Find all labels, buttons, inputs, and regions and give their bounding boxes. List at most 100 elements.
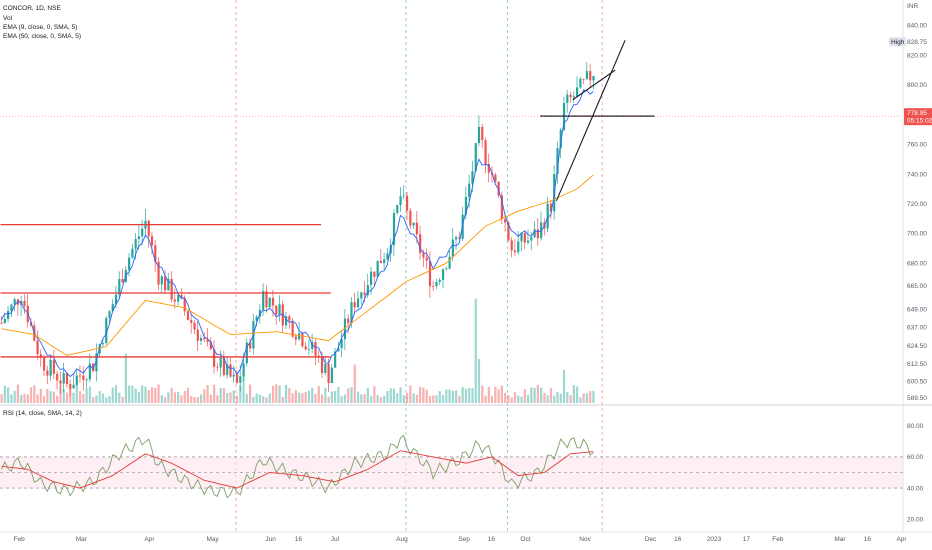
candle-body <box>579 78 582 88</box>
candle-body <box>284 316 288 326</box>
volume-bar <box>281 396 284 403</box>
volume-bar <box>576 386 579 403</box>
candle-body <box>219 357 222 368</box>
price-tick-label: 649.00 <box>907 307 927 314</box>
candle-body <box>373 271 376 277</box>
volume-bar <box>131 385 134 403</box>
volume-bar <box>26 394 29 403</box>
volume-bar <box>435 395 438 403</box>
candle-body <box>298 333 301 340</box>
candle-body <box>484 140 487 164</box>
volume-bar <box>249 384 252 403</box>
candle-body <box>216 366 219 368</box>
volume-bar <box>294 390 297 403</box>
candle-body <box>186 311 190 320</box>
volume-bar <box>78 391 82 403</box>
price-tag-countdown: 05:15:02 <box>907 118 932 125</box>
volume-bar <box>304 392 307 403</box>
volume-bar <box>412 393 415 403</box>
volume-bar <box>95 395 98 403</box>
volume-bar <box>334 390 337 403</box>
volume-bar <box>275 384 278 403</box>
candle-body <box>530 237 533 241</box>
volume-bar <box>137 392 141 403</box>
candle-body <box>405 195 409 211</box>
candle-body <box>52 359 56 374</box>
volume-bar <box>350 387 353 403</box>
candle-body <box>458 237 461 239</box>
volume-bar <box>59 384 62 403</box>
candle-body <box>507 222 510 241</box>
volume-bar <box>379 397 383 403</box>
time-tick-label: 16 <box>864 536 872 543</box>
candle-body <box>245 342 248 364</box>
volume-bar <box>484 395 487 403</box>
volume-bar <box>347 388 350 403</box>
trend-line <box>572 69 616 101</box>
candle-body <box>114 294 118 305</box>
volume-bar <box>105 397 108 403</box>
time-tick-label: Feb <box>772 536 784 543</box>
candle-body <box>540 222 543 239</box>
time-tick-label: 16 <box>674 536 682 543</box>
candle-body <box>468 183 471 197</box>
candle-body <box>203 337 206 340</box>
volume-bar <box>56 395 59 403</box>
candle-body <box>239 376 242 383</box>
legend-rsi: RSI (14, close, SMA, 14, 2) <box>3 410 82 417</box>
volume-bar <box>226 393 229 403</box>
volume-bar <box>461 387 464 403</box>
volume-bar <box>504 392 507 403</box>
candle-body <box>356 298 360 308</box>
candle-body <box>402 195 405 197</box>
volume-bar <box>510 397 513 403</box>
volume-bar <box>477 359 481 403</box>
volume-bar <box>46 388 49 403</box>
time-tick-label: Feb <box>14 536 26 543</box>
candle-body <box>196 329 199 341</box>
volume-bar <box>167 392 170 403</box>
candle-body <box>576 87 579 97</box>
volume-bar <box>141 385 144 403</box>
volume-bar <box>307 390 311 403</box>
candle-body <box>226 364 229 375</box>
volume-bar <box>415 394 418 403</box>
candle-body <box>232 374 235 377</box>
volume-bar <box>409 385 412 403</box>
volume-bar <box>589 391 592 403</box>
candle-body <box>43 357 46 371</box>
candle-body <box>526 240 530 243</box>
candle-body <box>337 348 340 352</box>
volume-bar <box>386 390 389 403</box>
price-tick-label: 700.00 <box>907 231 927 238</box>
volume-bar <box>425 389 428 403</box>
candle-body <box>517 241 520 253</box>
volume-bar <box>311 387 314 403</box>
candle-body <box>294 336 297 340</box>
volume-bar <box>134 388 137 403</box>
volume-bar <box>10 394 13 403</box>
candle-body <box>10 304 13 311</box>
volume-bar <box>216 395 219 403</box>
candle-body <box>422 253 425 258</box>
price-tick-label: 637.00 <box>907 324 927 331</box>
volume-bar <box>88 386 91 403</box>
rsi-ma-line <box>1 450 594 489</box>
volume-bar <box>36 394 39 403</box>
volume-bar <box>69 387 72 403</box>
candle-body <box>432 286 435 287</box>
volume-bar <box>553 395 556 403</box>
volume-bar <box>526 395 530 403</box>
volume-bar <box>556 391 559 403</box>
candle-body <box>497 181 500 196</box>
candle-body <box>549 203 553 212</box>
candle-body <box>160 276 163 285</box>
time-tick-label: Aug <box>396 536 408 543</box>
candle-body <box>7 310 10 319</box>
time-tick-label: Apr <box>896 536 907 543</box>
volume-bar <box>497 389 500 403</box>
time-tick-label: Oct <box>520 536 530 543</box>
volume-bar <box>33 385 36 403</box>
time-tick-label: Mar <box>76 536 88 543</box>
